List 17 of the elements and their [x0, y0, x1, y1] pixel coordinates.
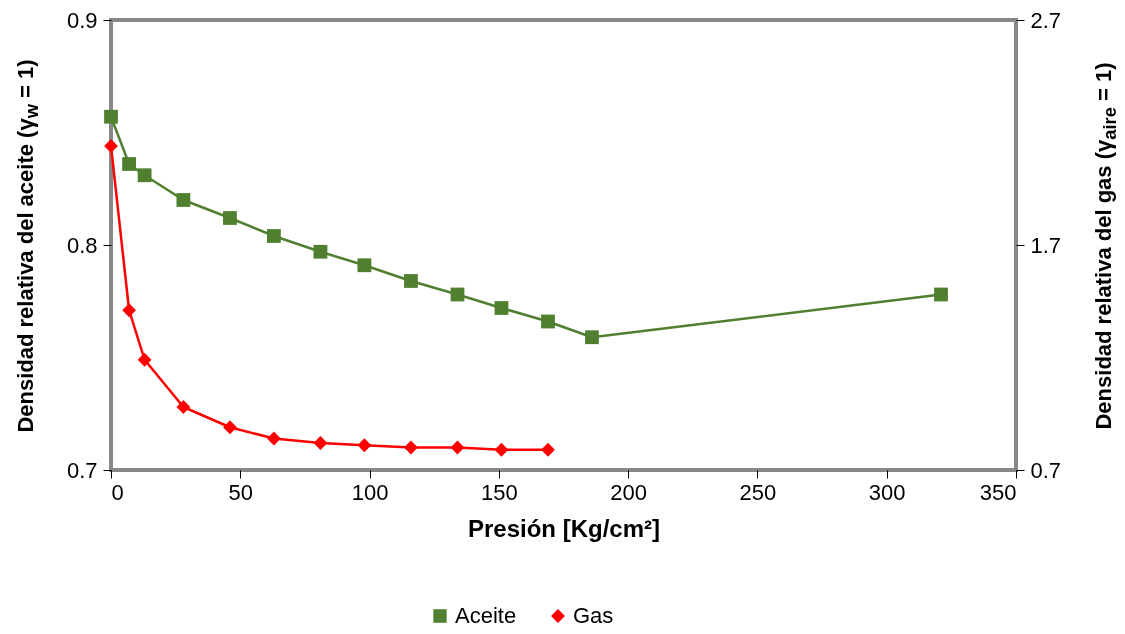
x-tick-label: 150: [481, 479, 518, 505]
x-tick-label: 350: [979, 479, 1017, 505]
x-tick-label: 250: [739, 479, 777, 505]
y-tick-label: 0.7: [66, 457, 98, 483]
y-tick-label: 0.8: [66, 232, 98, 258]
y-tick-label: 0.9: [66, 7, 98, 33]
x-tick-label: 100: [351, 479, 389, 505]
x-tick-label: 200: [610, 479, 647, 505]
x-axis-title: Presión [Kg/cm²]: [467, 514, 661, 542]
x-tick-label: 300: [868, 479, 906, 505]
x-tick-label: 0: [111, 479, 124, 505]
y2-tick-label: 0.7: [1030, 457, 1062, 483]
y2-tick-label: 2.7: [1030, 7, 1062, 33]
x-tick-label: 50: [228, 479, 254, 505]
legend-label: Gas: [573, 603, 614, 628]
y2-tick-label: 1.7: [1030, 232, 1062, 258]
legend-label: Aceite: [455, 603, 517, 628]
